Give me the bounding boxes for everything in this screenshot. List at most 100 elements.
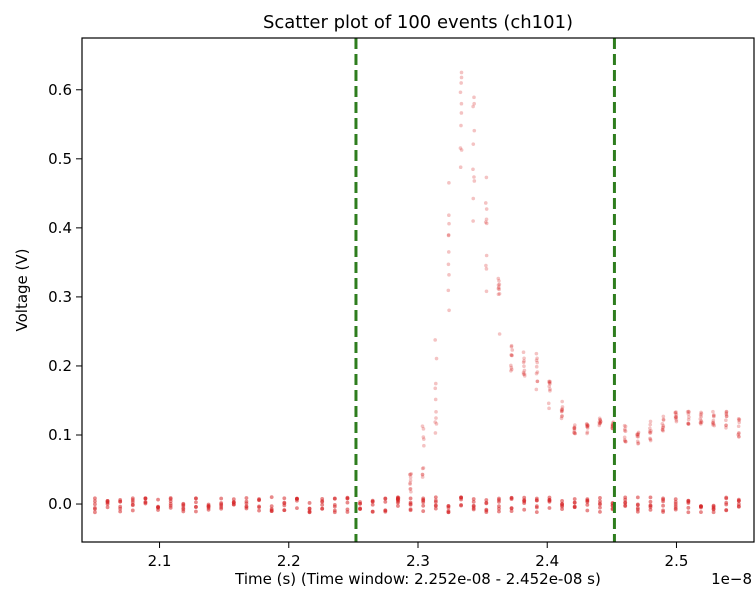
scatter-point (572, 426, 577, 430)
scatter-point (332, 502, 337, 507)
scatter-point (446, 262, 451, 267)
scatter-point (345, 507, 350, 512)
scatter-point (648, 503, 653, 508)
scatter-point (635, 495, 640, 500)
scatter-point (458, 165, 463, 169)
scatter-point (623, 429, 628, 434)
scatter-point (421, 437, 426, 441)
scatter-point (497, 287, 501, 292)
scatter-point (219, 506, 224, 511)
scatter-point (509, 353, 513, 357)
scatter-point (648, 437, 653, 442)
scatter-point (598, 421, 603, 425)
y-tick-label: 0.2 (48, 357, 72, 375)
scatter-point (521, 370, 526, 375)
scatter-point (168, 505, 173, 510)
scatter-point (635, 509, 640, 514)
scatter-point (660, 428, 665, 432)
scatter-point (699, 420, 704, 424)
scatter-point (635, 434, 640, 439)
scatter-point (421, 509, 426, 514)
scatter-point (623, 504, 628, 509)
scatter-point (320, 506, 325, 511)
scatter-point (396, 500, 400, 504)
scatter-point (674, 418, 679, 422)
scatter-point (408, 475, 413, 480)
scatter-point (472, 95, 476, 100)
scatter-point (673, 416, 678, 421)
scatter-point (458, 146, 463, 150)
scatter-point (307, 506, 312, 511)
scatter-point (737, 418, 741, 422)
scatter-point (93, 507, 97, 512)
scatter-point (257, 504, 261, 509)
scatter-point (711, 423, 715, 427)
scatter-point (535, 370, 540, 374)
scatter-point (548, 387, 552, 392)
scatter-point (686, 412, 691, 416)
scatter-point (534, 510, 539, 515)
scatter-point (648, 438, 653, 443)
scatter-point (459, 75, 464, 80)
scatter-point (471, 142, 476, 146)
scatter-point (711, 413, 716, 418)
scatter-point (737, 417, 742, 422)
scatter-point (686, 501, 691, 505)
scatter-point (497, 332, 502, 336)
scatter-point (660, 425, 665, 430)
scatter-point (484, 175, 489, 180)
scatter-point (559, 408, 564, 412)
scatter-point (560, 414, 565, 418)
scatter-point (686, 421, 691, 426)
scatter-point (282, 501, 287, 506)
y-tick-label: 0.6 (48, 81, 72, 99)
scatter-point (534, 387, 539, 392)
scatter-point (420, 472, 425, 477)
scatter-point (585, 430, 590, 434)
scatter-point (496, 276, 501, 281)
scatter-point (674, 412, 679, 417)
scatter-point (736, 498, 741, 503)
scatter-point (105, 505, 110, 510)
scatter-point (118, 504, 123, 509)
scatter-point (408, 472, 412, 477)
scatter-point (636, 441, 641, 445)
scatter-point (724, 423, 728, 428)
scatter-point (522, 359, 526, 363)
scatter-point (433, 498, 438, 503)
scatter-point (295, 506, 299, 511)
scatter-point (433, 506, 438, 511)
scatter-point (421, 466, 426, 470)
scatter-point (686, 421, 690, 426)
scatter-point (597, 416, 602, 421)
scatter-point (433, 431, 438, 435)
scatter-point (559, 414, 564, 419)
scatter-point (548, 389, 552, 393)
scatter-point (459, 101, 464, 106)
scatter-point (332, 496, 337, 501)
scatter-point (408, 496, 413, 501)
scatter-point (408, 487, 412, 491)
scatter-point (459, 123, 463, 128)
scatter-point (535, 379, 540, 384)
scatter-point (269, 495, 274, 500)
scatter-point (547, 380, 552, 384)
scatter-point (648, 430, 653, 435)
scatter-point (736, 417, 741, 421)
scatter-point (409, 489, 413, 494)
scatter-point (522, 501, 527, 506)
scatter-point (534, 364, 539, 369)
scatter-point (598, 499, 602, 504)
scatter-point (737, 431, 741, 436)
scatter-point (446, 504, 451, 508)
y-tick-label: 0.3 (48, 288, 72, 306)
scatter-point (572, 505, 577, 509)
scatter-point (560, 499, 564, 503)
scatter-point (194, 496, 198, 501)
scatter-point (396, 496, 401, 500)
scatter-point (130, 502, 135, 507)
scatter-point (534, 358, 539, 363)
scatter-point (623, 438, 627, 442)
scatter-point (584, 422, 589, 426)
scatter-point (635, 502, 640, 507)
